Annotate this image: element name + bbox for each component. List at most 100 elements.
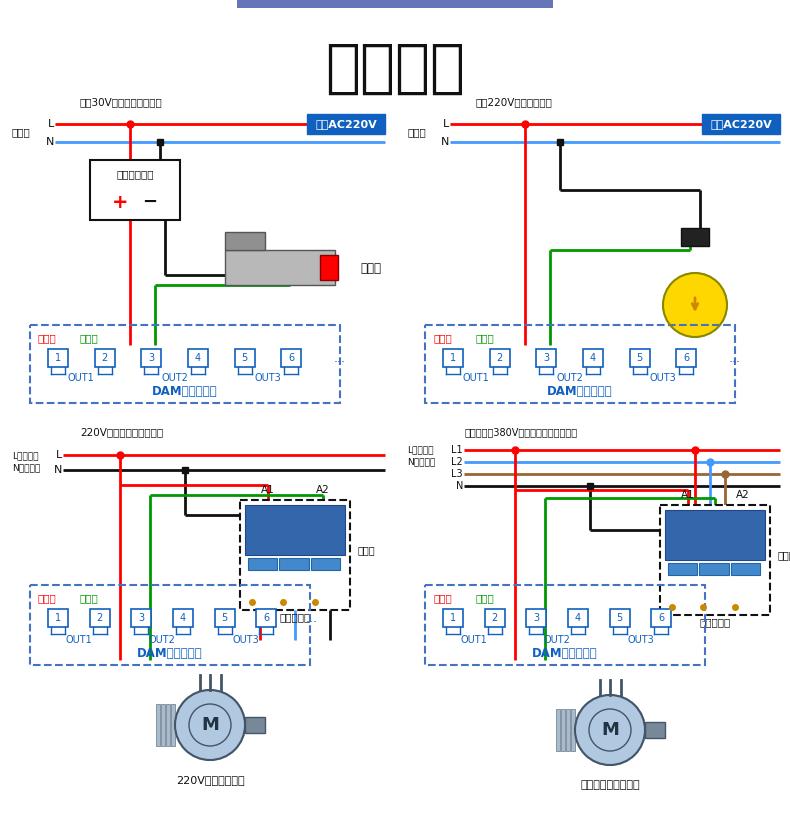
Bar <box>676 349 696 367</box>
Bar <box>131 609 152 627</box>
Text: L: L <box>442 119 449 129</box>
Text: 6: 6 <box>288 353 295 363</box>
Bar <box>48 349 68 367</box>
Bar <box>173 609 193 627</box>
Text: 公共端: 公共端 <box>38 333 57 343</box>
Bar <box>245 717 265 733</box>
Text: OUT3: OUT3 <box>627 635 654 645</box>
Text: 3: 3 <box>138 613 145 623</box>
Text: L代表火线: L代表火线 <box>407 445 434 454</box>
Bar <box>443 349 463 367</box>
Text: ...: ... <box>701 611 713 624</box>
Text: L2: L2 <box>451 457 463 467</box>
Text: 输出接线: 输出接线 <box>325 40 465 97</box>
Text: OUT3: OUT3 <box>254 373 281 383</box>
Text: 1: 1 <box>450 353 456 363</box>
Text: 交流220V设备接线方法: 交流220V设备接线方法 <box>475 97 552 107</box>
Text: 4: 4 <box>590 353 596 363</box>
Bar <box>225 250 335 285</box>
Text: 220V接交流接触器接线图: 220V接交流接触器接线图 <box>80 427 163 437</box>
Text: A2: A2 <box>316 485 329 495</box>
Text: 1: 1 <box>55 353 61 363</box>
Text: 1: 1 <box>450 613 456 623</box>
Bar <box>166 704 170 746</box>
Text: 220V功率较大设备: 220V功率较大设备 <box>175 775 244 785</box>
Bar <box>245 505 345 554</box>
Text: 公共端: 公共端 <box>38 593 57 603</box>
Bar <box>161 704 165 746</box>
Text: OUT1: OUT1 <box>68 373 95 383</box>
Bar <box>731 562 760 575</box>
Text: 线圈AC220V: 线圈AC220V <box>710 119 772 129</box>
Bar <box>90 609 110 627</box>
Text: N代表零线: N代表零线 <box>407 457 435 466</box>
Text: 5: 5 <box>616 613 623 623</box>
Text: 电磁阀: 电磁阀 <box>360 261 381 275</box>
Bar <box>665 510 765 560</box>
Text: L: L <box>56 450 62 460</box>
Bar <box>90 160 180 220</box>
Bar <box>668 562 698 575</box>
Text: 公共端: 公共端 <box>433 333 452 343</box>
Bar <box>215 609 235 627</box>
Bar <box>95 349 115 367</box>
Text: 带零线交流380V接电机、泵等设备接线: 带零线交流380V接电机、泵等设备接线 <box>465 427 578 437</box>
Text: 3: 3 <box>533 613 540 623</box>
Circle shape <box>575 695 645 765</box>
Bar <box>48 609 68 627</box>
Bar <box>490 349 510 367</box>
Text: 被控设备电源: 被控设备电源 <box>116 169 154 179</box>
Text: A1: A1 <box>681 490 694 500</box>
Bar <box>681 228 709 246</box>
Text: 交流接触器: 交流接触器 <box>699 617 731 627</box>
Bar <box>645 722 665 738</box>
Bar <box>526 609 547 627</box>
Text: L: L <box>47 119 54 129</box>
Text: 主触点: 主触点 <box>778 550 790 560</box>
Text: 公共端: 公共端 <box>433 593 452 603</box>
Text: 6: 6 <box>263 613 269 623</box>
Text: 常开端: 常开端 <box>80 333 99 343</box>
Text: OUT1: OUT1 <box>66 635 92 645</box>
Bar <box>561 709 565 751</box>
Text: 常开端: 常开端 <box>80 593 99 603</box>
Bar <box>30 585 310 665</box>
Text: OUT3: OUT3 <box>649 373 676 383</box>
Text: M: M <box>201 716 219 734</box>
Text: OUT1: OUT1 <box>461 635 487 645</box>
Bar <box>699 562 728 575</box>
Text: 1: 1 <box>55 613 61 623</box>
Bar <box>240 500 350 610</box>
Text: ...: ... <box>729 351 741 365</box>
Bar <box>256 609 276 627</box>
Bar <box>310 557 340 570</box>
Text: 5: 5 <box>221 613 228 623</box>
Text: N: N <box>456 481 463 491</box>
Text: N: N <box>46 137 54 147</box>
Bar <box>171 704 175 746</box>
Text: −: − <box>142 193 157 211</box>
Bar <box>235 349 254 367</box>
Bar <box>443 609 463 627</box>
Text: 6: 6 <box>658 613 664 623</box>
Bar <box>630 349 649 367</box>
Text: 线圈AC220V: 线圈AC220V <box>315 119 377 129</box>
Bar <box>141 349 161 367</box>
Text: 5: 5 <box>637 353 643 363</box>
Bar <box>281 349 301 367</box>
Text: DAM数采控制器: DAM数采控制器 <box>152 385 218 398</box>
Text: DAM数采控制器: DAM数采控制器 <box>547 385 613 398</box>
Bar <box>225 232 265 250</box>
Text: ...: ... <box>306 611 318 624</box>
Bar <box>660 505 770 615</box>
Text: 电源端: 电源端 <box>407 127 426 137</box>
Bar <box>702 114 780 134</box>
Text: 5: 5 <box>242 353 248 363</box>
Text: 直流30V以下设备接线方法: 直流30V以下设备接线方法 <box>80 97 163 107</box>
Bar <box>571 709 575 751</box>
Text: N: N <box>441 137 449 147</box>
Bar <box>566 709 570 751</box>
Text: 交流接触器: 交流接触器 <box>280 612 310 622</box>
Text: 2: 2 <box>96 613 103 623</box>
Bar <box>248 557 277 570</box>
